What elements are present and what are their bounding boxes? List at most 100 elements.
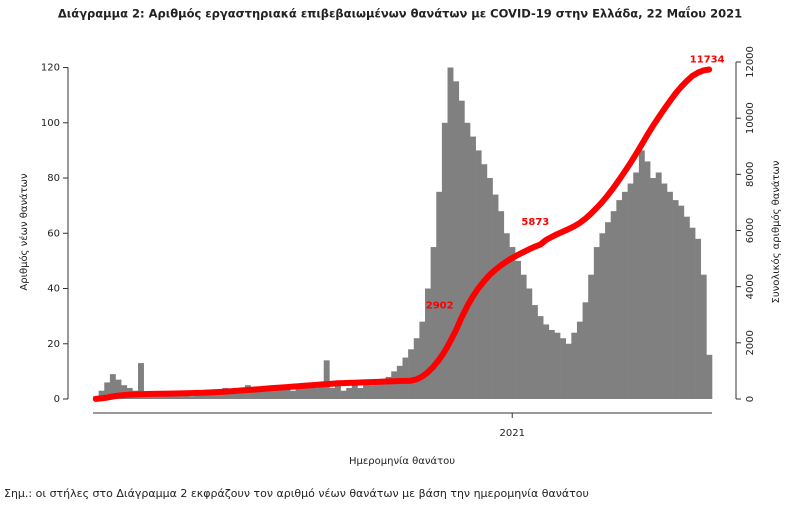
bar bbox=[154, 396, 161, 399]
bar bbox=[655, 172, 662, 399]
bar bbox=[273, 387, 279, 399]
bar bbox=[194, 393, 201, 399]
bar bbox=[250, 387, 257, 399]
bar bbox=[228, 390, 234, 399]
bar bbox=[633, 172, 640, 399]
bar bbox=[453, 81, 460, 400]
bar bbox=[447, 67, 454, 399]
bar bbox=[278, 385, 285, 399]
chart-title: Διάγραμμα 2: Αριθμός εργαστηριακά επιβεβ… bbox=[58, 5, 742, 21]
bar bbox=[340, 390, 347, 399]
bar bbox=[436, 191, 443, 399]
bar bbox=[413, 338, 420, 399]
bar bbox=[695, 238, 702, 399]
bar bbox=[509, 247, 516, 399]
bar bbox=[470, 136, 476, 399]
bar bbox=[323, 360, 330, 399]
bar bbox=[644, 161, 651, 399]
bar bbox=[171, 396, 178, 399]
bar bbox=[689, 227, 696, 399]
bar bbox=[683, 216, 690, 399]
bar bbox=[503, 233, 510, 399]
y-tick-label: 60 bbox=[47, 228, 60, 239]
bar bbox=[515, 260, 521, 399]
bar bbox=[548, 329, 555, 399]
bar bbox=[368, 385, 375, 399]
bar bbox=[115, 379, 122, 399]
bar bbox=[239, 390, 246, 399]
bar bbox=[138, 363, 144, 399]
bar bbox=[329, 387, 336, 399]
bar bbox=[498, 211, 505, 399]
bar bbox=[526, 288, 533, 399]
bar bbox=[571, 332, 578, 399]
bar bbox=[318, 385, 325, 399]
y2-tick-label: 10000 bbox=[745, 102, 756, 134]
x-tick-label: 2021 bbox=[500, 428, 525, 439]
bar bbox=[188, 396, 195, 399]
y-axis-label: Αριθμός νέων θανάτων bbox=[18, 173, 30, 291]
bar bbox=[357, 387, 364, 399]
bar bbox=[346, 387, 353, 399]
bar bbox=[374, 382, 381, 399]
bar bbox=[464, 122, 471, 399]
bar bbox=[605, 222, 612, 399]
bar bbox=[475, 150, 482, 399]
bar bbox=[582, 302, 589, 399]
y2-tick-label: 2000 bbox=[745, 330, 756, 355]
bar bbox=[593, 247, 600, 399]
y-tick-label: 0 bbox=[54, 394, 60, 405]
bar bbox=[199, 393, 206, 399]
bar bbox=[588, 274, 595, 399]
bar bbox=[149, 396, 156, 399]
bar bbox=[627, 183, 634, 399]
cumulative-line bbox=[92, 66, 713, 402]
bar bbox=[621, 191, 628, 399]
bar bbox=[261, 387, 268, 399]
bar bbox=[306, 385, 313, 399]
bar bbox=[385, 376, 392, 399]
bar bbox=[560, 338, 566, 399]
bar bbox=[351, 385, 358, 399]
bar bbox=[554, 332, 561, 399]
bar bbox=[441, 122, 448, 399]
y-tick-label: 20 bbox=[47, 339, 60, 350]
bar bbox=[104, 382, 111, 399]
bar bbox=[576, 321, 583, 399]
bar bbox=[177, 396, 184, 399]
bar bbox=[650, 178, 657, 399]
y2-tick-label: 4000 bbox=[745, 274, 756, 299]
bar bbox=[661, 183, 668, 399]
bar bbox=[672, 200, 679, 399]
bar bbox=[610, 211, 617, 399]
bar bbox=[211, 393, 218, 399]
bar bbox=[408, 349, 415, 399]
y-tick-label: 80 bbox=[47, 173, 60, 184]
bar bbox=[289, 390, 296, 399]
bar bbox=[520, 274, 527, 399]
x-axis-label: Ημερομηνία θανάτου bbox=[349, 455, 455, 467]
bar bbox=[486, 178, 493, 399]
bar bbox=[666, 191, 673, 399]
bar bbox=[284, 387, 291, 399]
bar bbox=[458, 100, 465, 400]
bar bbox=[678, 205, 685, 399]
point-label: 2902 bbox=[426, 301, 454, 312]
bar bbox=[430, 247, 437, 399]
bar bbox=[98, 390, 105, 399]
bar bbox=[301, 387, 308, 399]
y2-tick-label: 6000 bbox=[745, 218, 756, 243]
bar bbox=[267, 390, 274, 399]
bar bbox=[565, 343, 572, 399]
bar bbox=[312, 387, 319, 399]
bar bbox=[166, 396, 173, 399]
y2-tick-label: 12000 bbox=[745, 46, 756, 78]
bar bbox=[531, 305, 538, 399]
bar bbox=[419, 321, 426, 399]
bar bbox=[160, 396, 167, 399]
bar bbox=[334, 385, 341, 399]
point-label: 5873 bbox=[521, 217, 549, 228]
y2-tick-label: 8000 bbox=[745, 162, 756, 187]
y2-axis-label: Συνολικός αριθμός θανάτων bbox=[770, 160, 782, 303]
